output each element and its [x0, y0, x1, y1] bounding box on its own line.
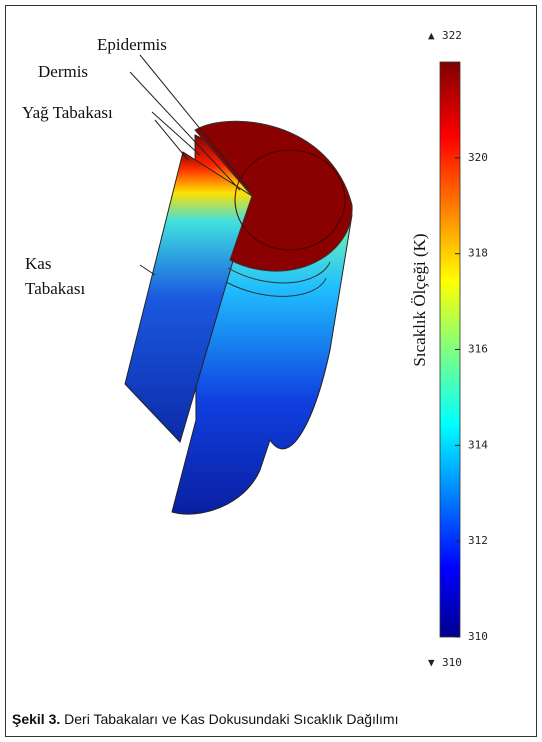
- label-muscle: Tabakası: [25, 279, 85, 298]
- max-marker: ▲: [428, 29, 435, 42]
- label-dermis: Dermis: [38, 62, 88, 81]
- colorbar-tick-label: 314: [468, 438, 488, 451]
- caption-text: Deri Tabakaları ve Kas Dokusundaki Sıcak…: [64, 711, 398, 727]
- colorbar-max: 322: [442, 29, 462, 42]
- figure: Epidermis Dermis Yağ Tabakası Kas Tabaka…: [0, 0, 542, 742]
- label-muscle: Kas: [25, 254, 51, 273]
- colorbar-tick-label: 310: [468, 630, 488, 643]
- colorbar-min: 310: [442, 656, 462, 669]
- page: {"labels": {"epidermis": "Epidermis", "d…: [0, 0, 542, 742]
- min-marker: ▼: [428, 656, 435, 669]
- caption: Şekil 3. Deri Tabakaları ve Kas Dokusund…: [12, 711, 399, 727]
- colorbar-tick-label: 318: [468, 247, 488, 260]
- colorbar-tick-label: 320: [468, 151, 488, 164]
- label-epidermis: Epidermis: [97, 35, 167, 54]
- colorbar-tick-label: 316: [468, 343, 488, 356]
- colorbar-tick-label: 312: [468, 534, 488, 547]
- label-fat: Yağ Tabakası: [22, 103, 113, 122]
- colorbar-title: Sıcaklık Ölçeği (K): [410, 233, 429, 366]
- caption-label: Şekil 3.: [12, 711, 60, 727]
